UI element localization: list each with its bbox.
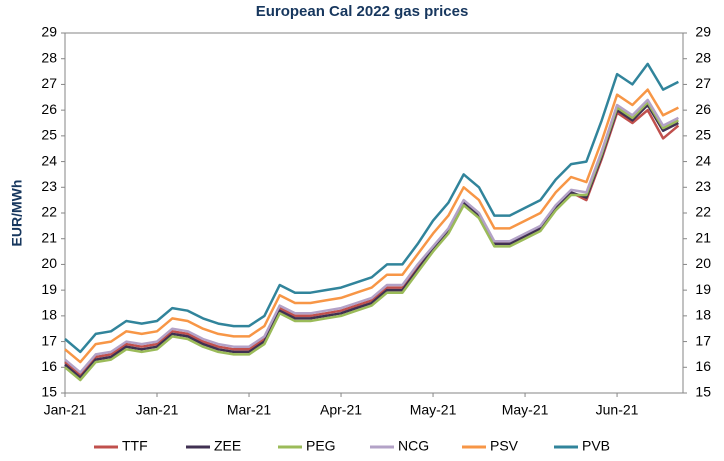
- x-tick-label: Jan-21: [44, 402, 87, 418]
- y-tick-label: 28: [41, 49, 57, 65]
- y2-tick-label: 17: [695, 332, 711, 348]
- legend-label: PSV: [490, 438, 519, 454]
- series-line: [64, 108, 680, 377]
- chart-title: European Cal 2022 gas prices: [256, 3, 469, 20]
- x-tick-label: May-21: [502, 402, 549, 418]
- y-tick-label: 18: [41, 307, 57, 323]
- y2-tick-label: 27: [695, 75, 711, 91]
- y-tick-label: 16: [41, 358, 57, 374]
- y2-tick-label: 25: [695, 127, 711, 143]
- y-tick-label: 21: [41, 229, 57, 245]
- x-tick-label: May-21: [410, 402, 457, 418]
- y2-tick-label: 19: [695, 281, 711, 297]
- y2-tick-label: 18: [695, 307, 711, 323]
- legend-label: NCG: [398, 438, 429, 454]
- series-line: [64, 101, 679, 382]
- y-tick-label: 20: [41, 255, 57, 271]
- y-tick-label: 17: [41, 332, 57, 348]
- y2-tick-label: 23: [695, 178, 711, 194]
- series-line: [64, 88, 679, 364]
- y2-tick-label: 16: [695, 358, 711, 374]
- y-tick-label: 24: [41, 152, 57, 168]
- y2-tick-label: 26: [695, 101, 711, 117]
- plot-frame: [64, 32, 684, 394]
- legend-label: PVB: [582, 438, 610, 454]
- y-tick-label: 27: [41, 75, 57, 91]
- y-tick-label: 19: [41, 281, 57, 297]
- legend-label: TTF: [122, 438, 148, 454]
- y2-tick-label: 15: [695, 384, 711, 400]
- y2-tick-label: 28: [695, 49, 711, 65]
- y-tick-label: 23: [41, 178, 57, 194]
- x-tick-label: Mar-21: [227, 402, 272, 418]
- series-line: [64, 103, 679, 379]
- y2-tick-label: 29: [695, 24, 711, 40]
- x-tick-label: Jan-21: [136, 402, 179, 418]
- y-tick-label: 29: [41, 24, 57, 40]
- y2-tick-label: 24: [695, 152, 711, 168]
- y-tick-label: 26: [41, 101, 57, 117]
- y-axis-label: EUR/MWh: [9, 180, 25, 247]
- legend-label: PEG: [306, 438, 336, 454]
- y-tick-label: 15: [41, 384, 57, 400]
- x-tick-label: Jun-21: [596, 402, 639, 418]
- series-line: [64, 98, 679, 374]
- legend-label: ZEE: [214, 438, 241, 454]
- y2-tick-label: 22: [695, 204, 711, 220]
- y-tick-label: 22: [41, 204, 57, 220]
- y-tick-label: 25: [41, 127, 57, 143]
- y2-tick-label: 20: [695, 255, 711, 271]
- x-tick-label: Apr-21: [320, 402, 362, 418]
- series-line: [64, 62, 679, 354]
- y2-tick-label: 21: [695, 229, 711, 245]
